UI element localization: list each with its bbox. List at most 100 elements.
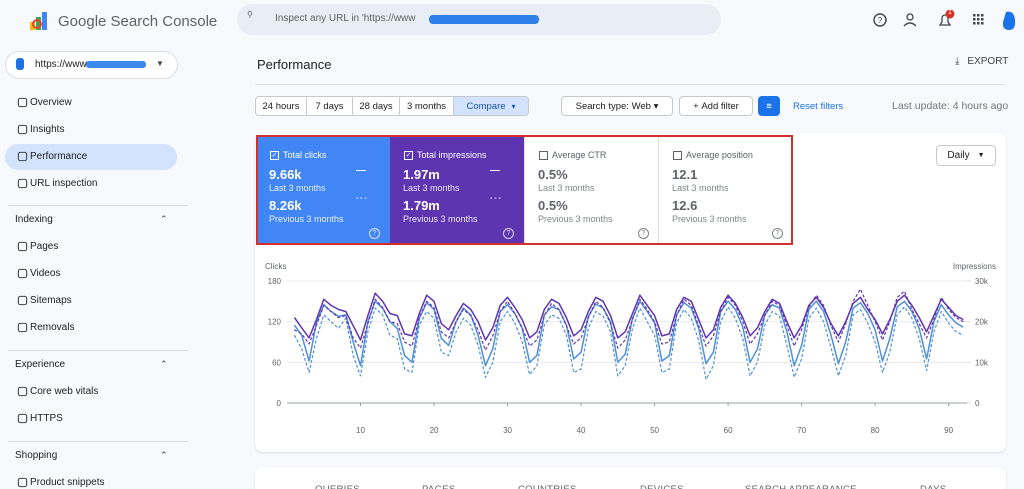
range-button[interactable]: 28 days [352, 96, 400, 116]
range-button[interactable]: 24 hours [255, 96, 307, 116]
reset-filters[interactable]: Reset filters [793, 101, 844, 112]
range-button[interactable]: 7 days [306, 96, 353, 116]
nav-item[interactable]: Insights [17, 124, 64, 135]
help-glyph: ? [878, 16, 883, 25]
legend-solid: — [490, 165, 500, 176]
nav-label: Removals [30, 322, 75, 333]
range-label: 24 hours [262, 100, 300, 112]
tab[interactable]: DEVICES [640, 484, 684, 489]
nav-item[interactable]: Pages [17, 241, 58, 252]
logo [30, 12, 47, 30]
y-tick-label: 60 [272, 358, 281, 367]
nav-icon [17, 97, 28, 108]
nav-item[interactable]: Removals [17, 322, 74, 333]
series-line [293, 300, 964, 367]
help-icon[interactable]: ? [638, 228, 649, 239]
checkbox [539, 150, 548, 160]
granularity-label: Daily [947, 150, 970, 161]
metric-card[interactable]: Average CTR 0.5% Last 3 months 0.5% Previous… [524, 137, 658, 245]
nav-item[interactable]: HTTPS [17, 413, 63, 424]
nav-label: Sitemaps [30, 295, 72, 306]
page-title: Performance [257, 57, 332, 72]
help-icon[interactable]: ? [503, 228, 514, 239]
nav-item[interactable]: Core web vitals [17, 386, 98, 397]
nav-icon [17, 124, 28, 135]
tab[interactable]: SEARCH APPEARANCE [745, 484, 857, 489]
nav-icon [17, 322, 28, 333]
tab[interactable]: QUERIES [315, 484, 360, 489]
section-title[interactable]: Experience [15, 359, 66, 370]
legend-dashed: - - - [356, 195, 367, 202]
nav-icon [17, 268, 28, 279]
metric-prev-period: Previous 3 months [403, 214, 478, 224]
range-label: Compare [466, 100, 506, 112]
metric-card[interactable]: ✓ Total impressions 1.97m Last 3 months 1.79… [390, 137, 524, 245]
help-icon[interactable]: ? [369, 228, 380, 239]
tab[interactable]: COUNTRIES [518, 484, 577, 489]
section-title[interactable]: Indexing [15, 214, 53, 225]
y2-tick-label: 10k [975, 358, 989, 367]
user-settings-icon[interactable] [906, 13, 914, 21]
help-icon[interactable]: ? [772, 228, 783, 239]
metric-label-row: Average CTR [539, 150, 606, 160]
metric-period: Last 3 months [672, 183, 729, 193]
nav-item[interactable]: URL inspection [17, 178, 97, 189]
metric-prev-value: 1.79m [403, 198, 440, 213]
nav-label: Overview [30, 97, 72, 108]
dropdown-arrow: ▾ [511, 101, 516, 111]
x-tick-label: 60 [724, 426, 733, 435]
search-type-button[interactable]: Search type: Web ▾ [561, 96, 673, 116]
property-icon [16, 58, 24, 70]
metric-prev-period: Previous 3 months [672, 214, 747, 224]
metric-prev-period: Previous 3 months [269, 214, 344, 224]
nav-label: Product snippets [30, 477, 105, 488]
range-button[interactable]: Compare ▾ [453, 96, 529, 116]
granularity-dropdown[interactable]: Daily ▼ [936, 145, 996, 166]
help-icon[interactable] [873, 13, 887, 27]
metric-value: 0.5% [538, 167, 568, 182]
apps-icon[interactable] [973, 14, 984, 25]
section-title[interactable]: Shopping [15, 450, 58, 461]
y-tick-label: 180 [268, 277, 282, 286]
nav-label: HTTPS [30, 413, 63, 424]
metric-card[interactable]: Average position 12.1 Last 3 months 12.6 Pre… [658, 137, 792, 245]
metric-label: Average CTR [552, 150, 607, 160]
divider [8, 441, 188, 442]
tab[interactable]: DAYS [920, 484, 946, 489]
dropdown-arrow: ▼ [977, 152, 985, 159]
collapse-icon: ⌃ [160, 450, 168, 460]
notification-count: 1 [948, 9, 952, 16]
export-button[interactable]: ⤓ EXPORT [955, 56, 1008, 67]
x-tick-label: 40 [577, 426, 586, 435]
performance-chart: Clicks Impressions 0 60 120 180 0 10k 20k 30k 10 20… [265, 262, 996, 435]
metric-label-row: ✓ Total clicks [270, 150, 327, 160]
nav-item[interactable]: Videos [17, 268, 60, 279]
y-tick-label: 0 [277, 399, 282, 408]
metric-period: Last 3 months [403, 183, 460, 193]
dropdown-arrow: ▼ [156, 59, 164, 68]
active-nav-highlight [5, 144, 177, 170]
nav-item[interactable]: Sitemaps [17, 295, 72, 306]
y2-tick-label: 20k [975, 318, 989, 327]
nav-item[interactable]: Product snippets [17, 477, 105, 488]
tab[interactable]: PAGES [422, 484, 456, 489]
nav-icon [17, 241, 28, 252]
property-selector[interactable]: https://www ▼ [5, 51, 178, 79]
y2-tick-label: 30k [975, 277, 989, 286]
metric-card[interactable]: ✓ Total clicks 9.66k Last 3 months 8.26k Prev… [256, 137, 390, 245]
tabs-card [255, 467, 1006, 489]
search-box[interactable]: ⚲ Inspect any URL in 'https://www [237, 4, 721, 35]
avatar[interactable] [1002, 11, 1016, 30]
add-filter-button[interactable]: + Add filter [679, 96, 753, 116]
range-button[interactable]: 3 months [399, 96, 454, 116]
legend-dashed: - - - [490, 195, 501, 202]
series-line [293, 292, 964, 341]
redaction [429, 15, 539, 24]
range-label: 7 days [315, 100, 344, 112]
divider [8, 350, 188, 351]
nav-label: Core web vitals [30, 386, 99, 397]
filter-icon-button[interactable]: ≡ [758, 96, 780, 116]
nav-item[interactable]: Performance [17, 151, 87, 162]
nav-icon [17, 295, 28, 306]
nav-item[interactable]: Overview [17, 97, 72, 108]
